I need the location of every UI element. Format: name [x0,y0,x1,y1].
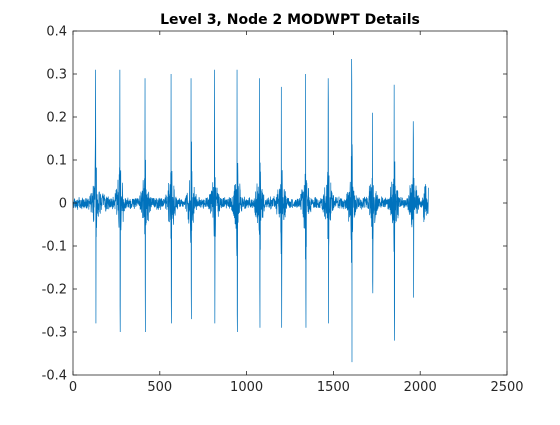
y-tick-label: 0 [59,197,67,212]
x-tick-label: 1000 [230,380,263,395]
signal-layer [72,58,429,363]
x-tick-label: 1500 [317,380,350,395]
y-axis: -0.4 -0.3 -0.2 -0.1 0 0.1 0.2 0.3 0.4 [42,25,507,384]
y-tick-label: -0.1 [42,240,67,255]
y-tick-label: 0.2 [46,111,67,126]
x-tick-label: 0 [69,380,77,395]
signal-line [72,58,429,363]
x-tick-label: 2000 [404,380,437,395]
chart-title: Level 3, Node 2 MODWPT Details [160,12,420,28]
y-tick-label: -0.2 [42,283,67,298]
x-tick-label: 500 [147,380,172,395]
y-tick-label: 0.3 [46,68,67,83]
x-tick-label: 2500 [490,380,523,395]
y-tick-label: -0.3 [42,326,67,341]
y-tick-label: -0.4 [42,369,67,384]
y-tick-label: 0.4 [46,25,67,40]
x-axis: 0 500 1000 1500 2000 2500 [69,31,524,395]
y-tick-label: 0.1 [46,154,67,169]
